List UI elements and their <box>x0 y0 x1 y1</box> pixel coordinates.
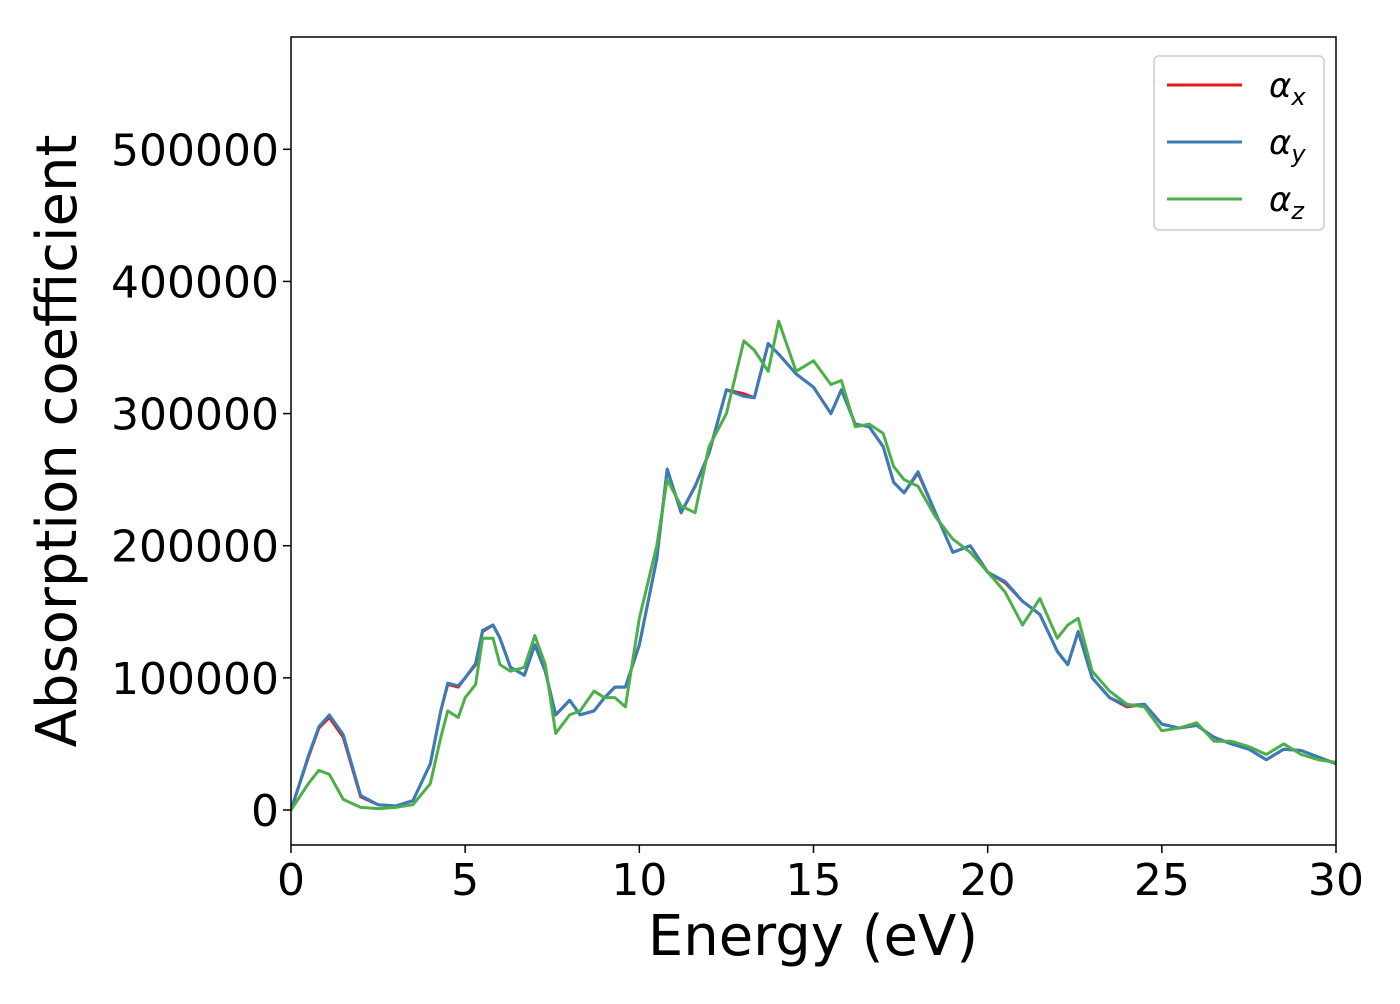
y-tick-label: 400000 <box>111 257 279 308</box>
x-tick-label: 10 <box>611 855 667 906</box>
y-tick-label: 200000 <box>111 522 279 573</box>
y-axis-label: Absorption coefficient <box>25 135 90 748</box>
y-tick-label: 100000 <box>111 654 279 705</box>
x-tick-label: 5 <box>451 855 479 906</box>
y-tick-label: 300000 <box>111 390 279 441</box>
y-tick-label: 0 <box>251 786 279 837</box>
x-tick-label: 15 <box>786 855 842 906</box>
x-tick-label: 30 <box>1308 855 1364 906</box>
plot-frame <box>290 36 1337 846</box>
lines <box>291 319 1336 811</box>
x-tick-label: 0 <box>277 855 305 906</box>
series-line <box>291 342 1336 811</box>
legend-label: αy <box>1269 123 1306 168</box>
series-line <box>291 319 1336 811</box>
x-tick-label: 25 <box>1134 855 1190 906</box>
legend-label: αx <box>1269 66 1306 111</box>
legend-label: αz <box>1269 180 1305 225</box>
x-axis-label: Energy (eV) <box>648 904 978 969</box>
x-tick-label: 20 <box>960 855 1016 906</box>
y-tick-label: 500000 <box>111 125 279 176</box>
